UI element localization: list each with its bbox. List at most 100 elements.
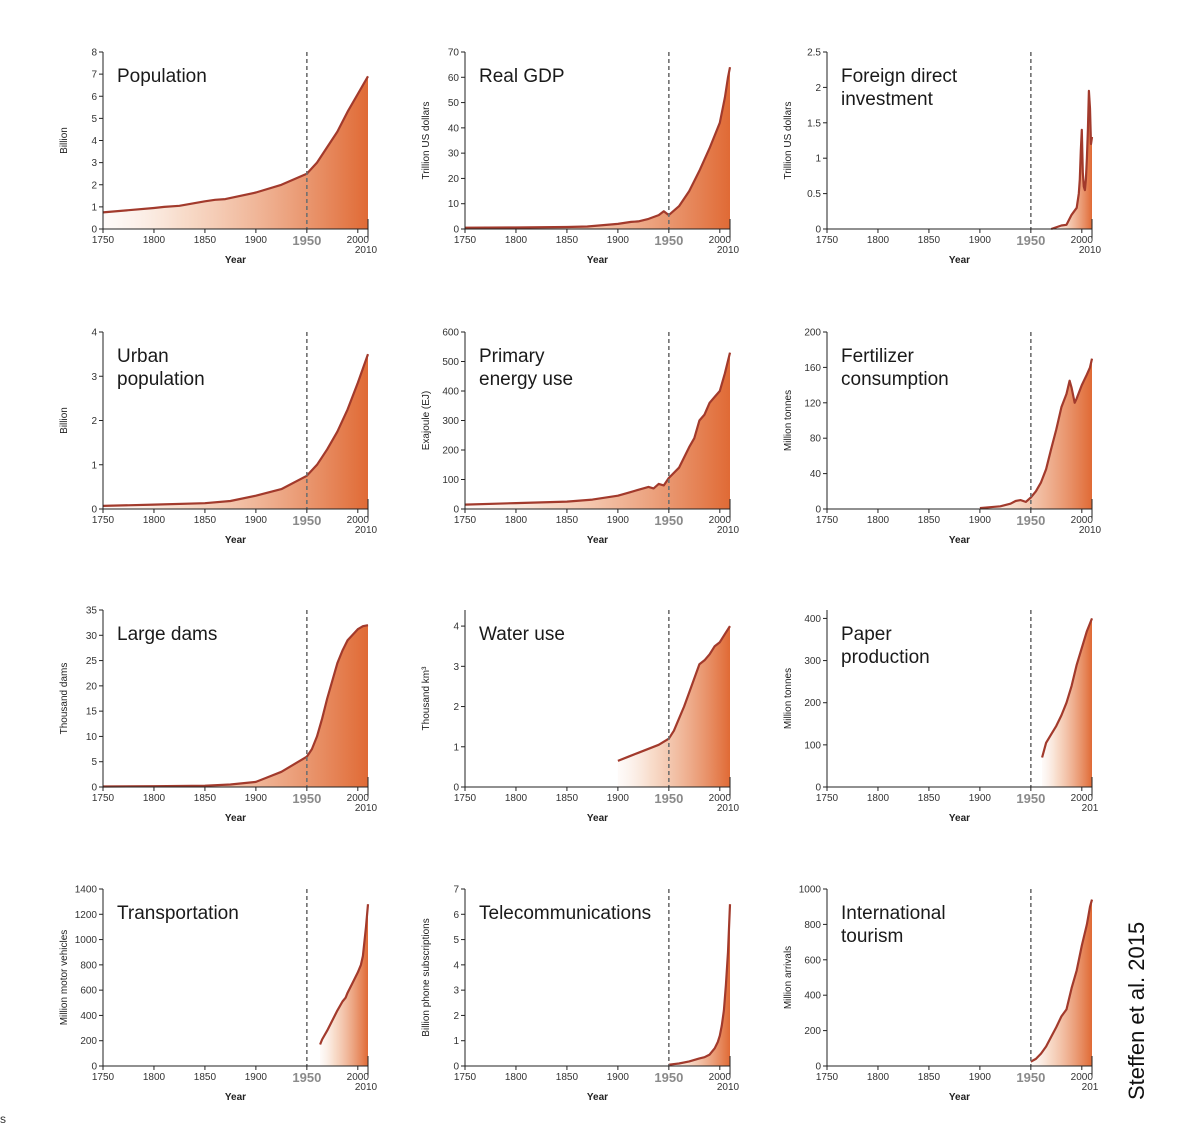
chart-title: tourism (841, 926, 903, 947)
series-line (319, 904, 370, 1045)
x-tick-label: 1750 (454, 235, 477, 246)
y-tick-label: 0 (815, 225, 821, 236)
x-tick-label: 2000 (1071, 515, 1094, 526)
x-tick-label: 1800 (867, 515, 890, 526)
series-area (103, 354, 368, 509)
y-tick-label: 40 (448, 123, 460, 134)
x-tick-label: 1800 (505, 235, 528, 246)
y-tick-label: 0 (91, 1062, 97, 1073)
chart-panel-12: 0 200 400 600 800 1000 1750 1800 1850 1900 1950 200… (783, 885, 1099, 1104)
x-tick-label: 1900 (245, 793, 268, 804)
y-tick-label: 1000 (75, 935, 98, 946)
y-tick-label: 300 (804, 656, 821, 667)
y-tick-label: 4 (91, 136, 97, 147)
y-tick-label: 15 (86, 707, 98, 718)
x-end-label: 2010 (355, 525, 378, 536)
x-tick-label: 1750 (454, 515, 477, 526)
series-area (103, 76, 368, 229)
chart-panel-6: 0 40 80 120 160 200 1750 1800 1850 1900 1950 200020… (783, 328, 1102, 547)
series-area (320, 904, 368, 1066)
chart-title: International (841, 903, 946, 924)
x-axis-label: Year (587, 1092, 608, 1103)
x-tick-label: 1750 (92, 515, 115, 526)
y-tick-label: 5 (91, 114, 97, 125)
y-tick-label: 2 (91, 416, 97, 427)
x-tick-label: 1850 (918, 515, 941, 526)
series-area (465, 67, 730, 229)
y-tick-label: 2.5 (807, 48, 821, 59)
x-tick-label: 1750 (816, 235, 839, 246)
y-tick-label: 1 (453, 742, 459, 753)
x-tick-label: 2000 (709, 793, 732, 804)
y-axis-label: Exajoule (EJ) (421, 391, 432, 450)
chart-title: Fertilizer (841, 346, 915, 367)
y-tick-label: 3 (91, 372, 97, 383)
y-tick-label: 20 (448, 174, 460, 185)
chart-title: Population (117, 66, 207, 87)
x-end-label: 2010 (355, 803, 378, 814)
y-tick-label: 6 (453, 910, 459, 921)
y-tick-label: 0 (815, 505, 821, 516)
chart-title: energy use (479, 369, 573, 390)
y-tick-label: 2 (91, 180, 97, 191)
chart-panel-2: 0 10 20 30 40 50 60 70 1750 1800 1850 1900 1950 20002… (421, 48, 740, 267)
x-tick-label: 1850 (918, 1072, 941, 1083)
y-tick-label: 2 (453, 702, 459, 713)
chart-title: Large dams (117, 624, 217, 645)
y-tick-label: 500 (442, 357, 459, 368)
series-line (668, 904, 732, 1066)
x-end-label: 2010 (1079, 245, 1102, 256)
x-tick-label: 1800 (867, 793, 890, 804)
x-end-label: 201 (1082, 1082, 1099, 1093)
x-tick-label: 1850 (918, 793, 941, 804)
x-tick-label: 1900 (607, 235, 630, 246)
y-tick-label: 200 (804, 698, 821, 709)
y-tick-label: 0 (815, 1062, 821, 1073)
x-tick-label: 1900 (969, 1072, 992, 1083)
y-tick-label: 2 (453, 1011, 459, 1022)
y-tick-label: 7 (91, 70, 97, 81)
stray-mark: s (0, 1112, 6, 1126)
x-tick-label: 1750 (454, 1072, 477, 1083)
x-tick-label: 1800 (505, 1072, 528, 1083)
y-tick-label: 8 (91, 48, 97, 59)
series-area (979, 358, 1092, 509)
y-tick-label: 1000 (799, 885, 822, 896)
y-tick-label: 3 (91, 158, 97, 169)
x-tick-label: 1900 (245, 1072, 268, 1083)
x-tick-label: 2000 (347, 235, 370, 246)
y-tick-label: 50 (448, 98, 460, 109)
x-tick-label: 1900 (607, 515, 630, 526)
chart-title: investment (841, 89, 934, 110)
y-axis-label: Trillion US dollars (783, 102, 794, 180)
x-tick-label: 1800 (505, 793, 528, 804)
y-tick-label: 2 (815, 83, 821, 94)
x-axis-label: Year (587, 813, 608, 824)
y-tick-label: 0 (91, 225, 97, 236)
x-axis-label: Year (949, 1092, 970, 1103)
y-tick-label: 5 (91, 757, 97, 768)
chart-panel-7: 0 5 10 15 20 25 30 35 1750 1800 1850 1900 1950 200020… (59, 606, 378, 825)
x-tick-label: 1950 (654, 513, 683, 528)
x-axis-label: Year (949, 255, 970, 266)
series-area (1051, 90, 1092, 230)
x-tick-label: 1800 (867, 235, 890, 246)
x-axis-label: Year (225, 1092, 246, 1103)
y-tick-label: 200 (804, 328, 821, 339)
chart-title: Primary (479, 346, 545, 367)
x-axis-label: Year (949, 813, 970, 824)
y-tick-label: 300 (442, 416, 459, 427)
y-tick-label: 20 (86, 681, 98, 692)
y-tick-label: 200 (442, 446, 459, 457)
x-tick-label: 1850 (194, 515, 217, 526)
y-tick-label: 1 (815, 154, 821, 165)
y-tick-label: 0.5 (807, 189, 821, 200)
y-tick-label: 100 (442, 475, 459, 486)
x-tick-label: 1950 (1016, 513, 1045, 528)
x-axis-label: Year (949, 535, 970, 546)
x-tick-label: 2000 (709, 235, 732, 246)
y-tick-label: 1 (91, 460, 97, 471)
chart-panel-10: 0 200 400 600 800 1000 1200 1400 1750 1800 1850 190… (59, 885, 378, 1104)
